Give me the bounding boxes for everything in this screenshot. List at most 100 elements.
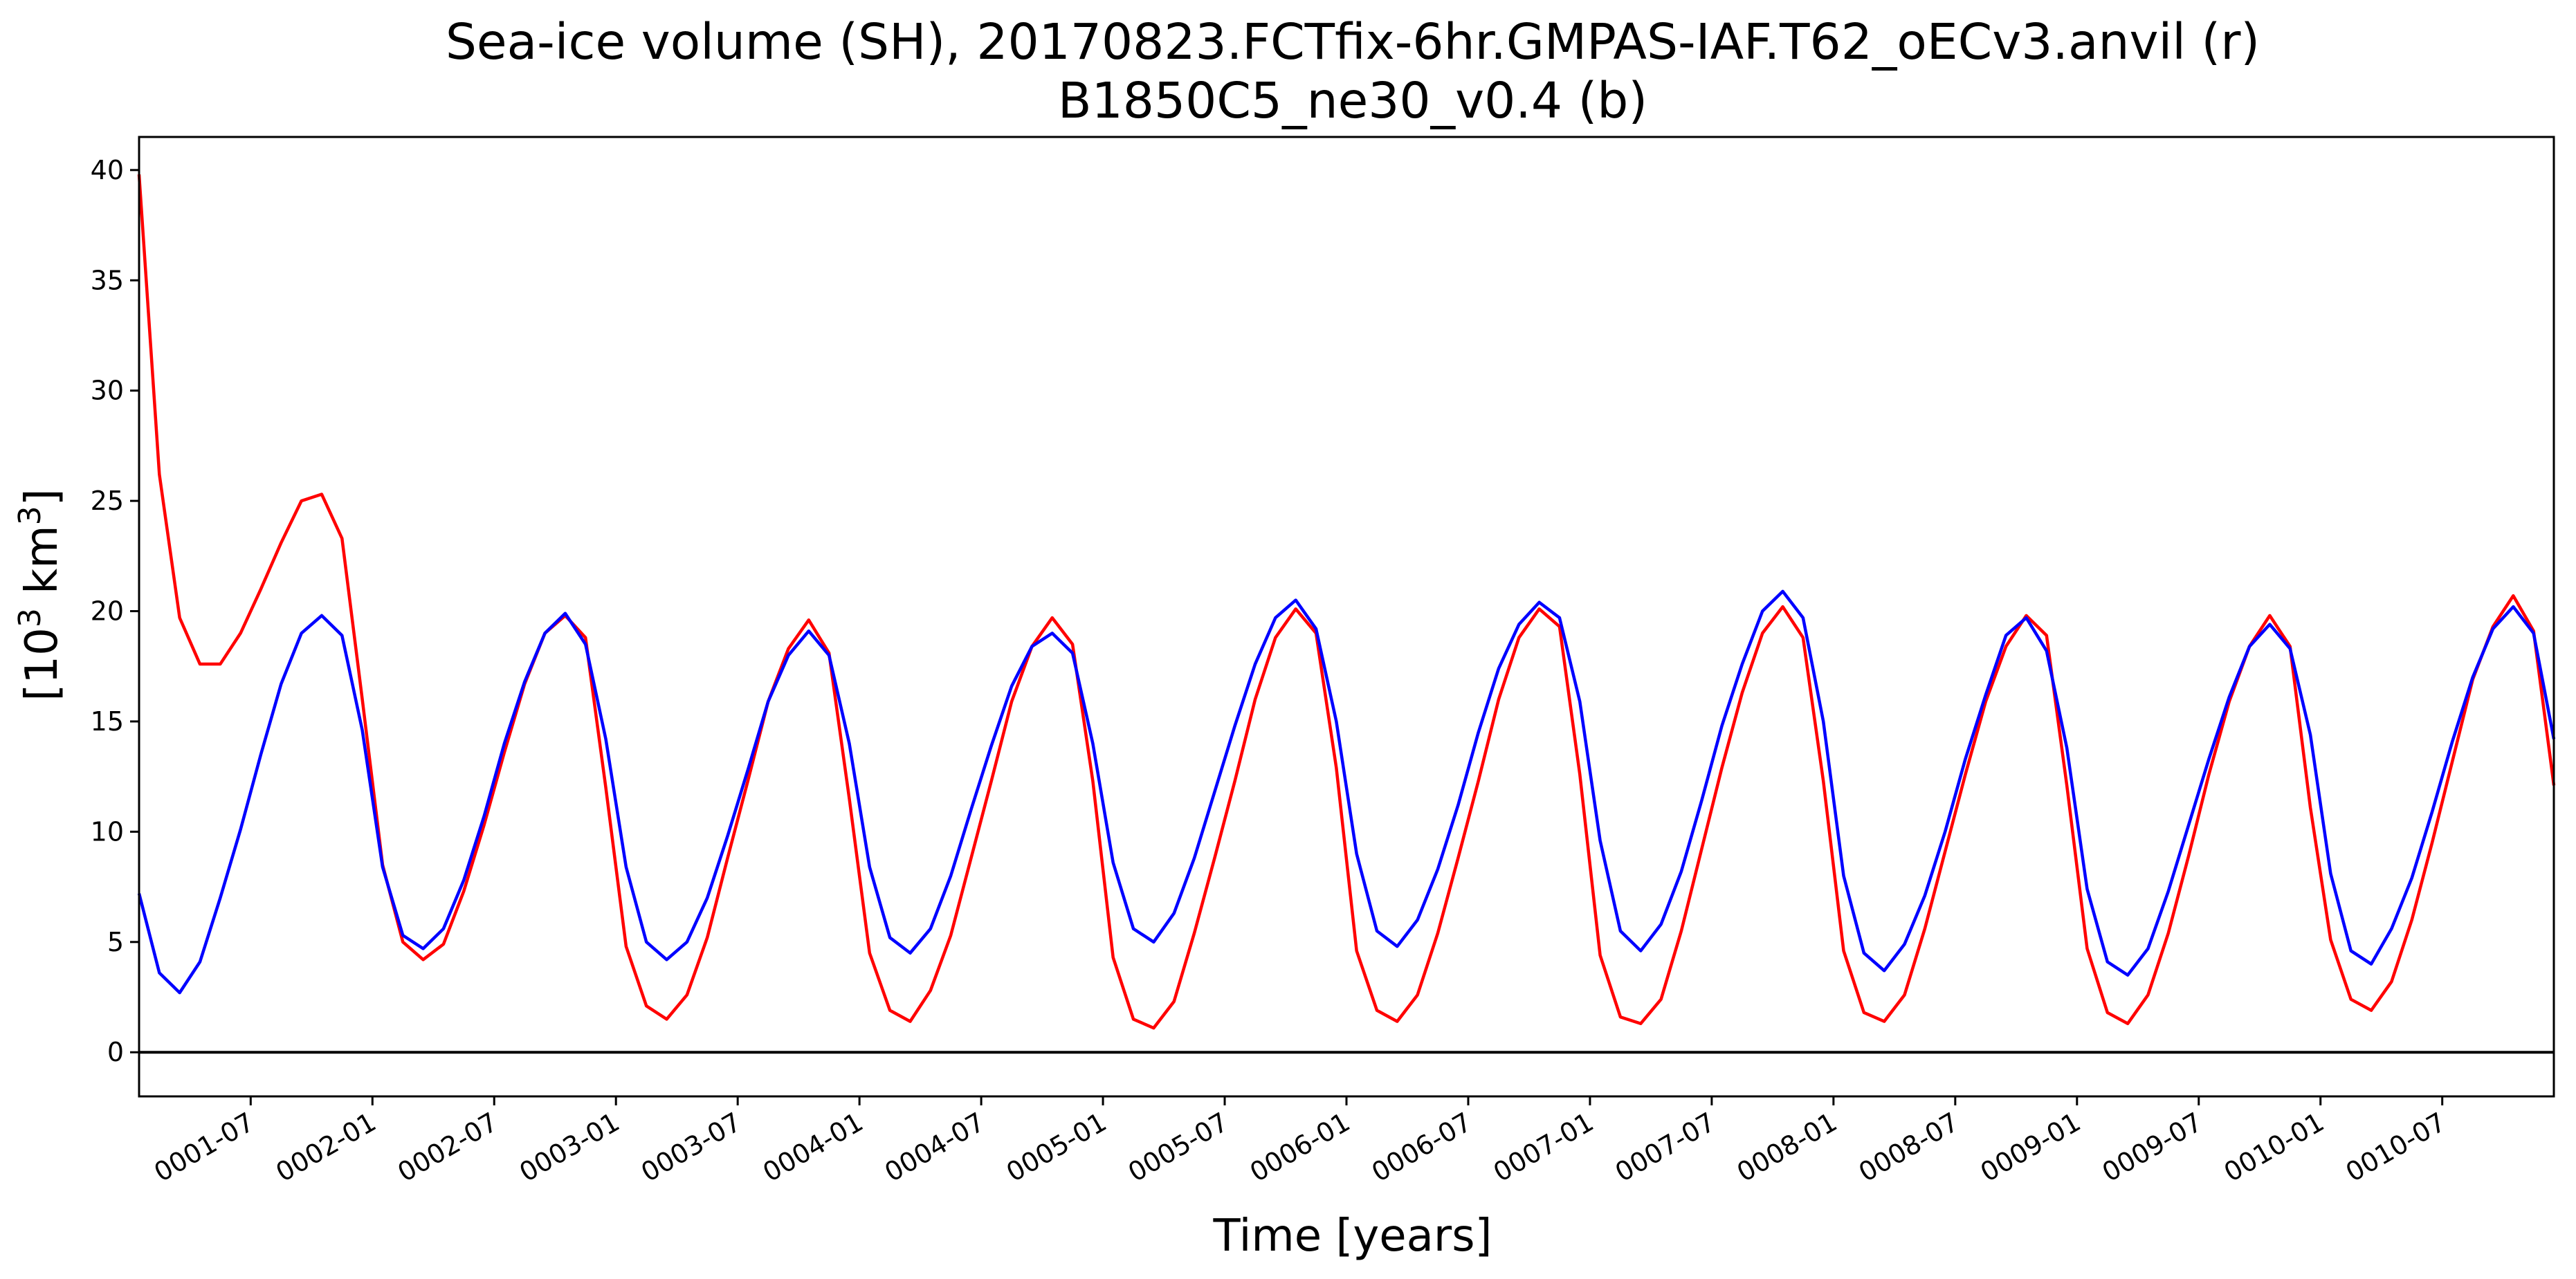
series-layer <box>137 174 2556 1030</box>
series-0-point <box>1762 633 1763 634</box>
series-0-point <box>2046 635 2047 636</box>
series-1-point <box>2249 646 2250 647</box>
series-1-point <box>585 644 586 645</box>
series-0-point <box>1356 950 1357 951</box>
series-1-point <box>2046 650 2047 651</box>
series-0-point <box>321 494 322 495</box>
series-0-point <box>707 937 708 938</box>
series-0-point <box>2006 646 2007 647</box>
series-0-point <box>585 637 586 638</box>
series-0-point <box>1194 933 1195 934</box>
series-1-point <box>321 615 322 616</box>
series-1-point <box>1884 970 1885 971</box>
series-1-point <box>930 928 931 929</box>
series-0-point <box>1965 774 1966 775</box>
y-tick-label: 10 <box>91 816 124 847</box>
series-0-point <box>1985 701 1986 702</box>
series-0-point <box>281 542 282 543</box>
series-1-point <box>1255 664 1256 665</box>
series-0-point <box>2107 1012 2108 1013</box>
series-0-point <box>1336 767 1337 768</box>
y-axis-label-middle: km <box>17 525 68 608</box>
series-0-point <box>1863 1012 1864 1013</box>
series-1-point <box>808 631 809 632</box>
series-0-point <box>991 781 992 782</box>
series-1-point <box>788 655 789 656</box>
series-0-point <box>1072 644 1073 645</box>
series-0-point <box>159 474 160 475</box>
series-1-point <box>1153 941 1154 942</box>
series-1-point <box>2350 950 2351 951</box>
y-tick-label: 25 <box>91 486 124 516</box>
series-1-point <box>747 770 748 771</box>
series-1-point <box>2269 624 2270 625</box>
series-1-point <box>2087 889 2088 890</box>
series-1-point <box>1417 919 1418 920</box>
series-1-point <box>199 961 200 962</box>
series-0-point <box>1478 781 1479 782</box>
series-0-point <box>1802 637 1803 638</box>
series-1-point <box>1214 791 1215 792</box>
series-0-point <box>362 699 363 700</box>
series-1-point <box>686 941 687 942</box>
series-1-point <box>2533 633 2534 634</box>
series-0-point <box>2452 761 2453 762</box>
series-1-point <box>1458 805 1459 806</box>
series-0-point <box>910 1021 911 1022</box>
series-1-point <box>1985 694 1986 695</box>
x-axis-label: Time [years] <box>1212 1211 1492 1262</box>
y-axis-label: [103 km3] <box>12 488 68 701</box>
series-1-point <box>301 633 302 634</box>
series-0-point <box>240 633 241 634</box>
series-0-point <box>2026 615 2027 616</box>
y-axis-ticks: 0 5 10 15 20 25 30 35 40 <box>91 155 139 1067</box>
series-0-point <box>666 1019 667 1020</box>
series-0-point <box>1397 1021 1398 1022</box>
series-1-point <box>646 941 647 942</box>
series-0-point <box>1884 1021 1885 1022</box>
series-0-point <box>788 648 789 649</box>
series-1-point <box>281 683 282 684</box>
series-0-point <box>2269 615 2270 616</box>
y-tick-label: 40 <box>91 155 124 185</box>
series-1-point <box>2452 741 2453 742</box>
chart-title: Sea-ice volume (SH), 20170823.FCTfix-6hr… <box>446 13 2260 71</box>
series-0-point <box>220 664 221 665</box>
series-0-point <box>849 798 850 799</box>
series-0-point <box>1498 699 1499 700</box>
series-1-point <box>666 959 667 960</box>
series-1-point <box>1701 800 1702 801</box>
chart-subtitle: B1850C5_ne30_v0.4 (b) <box>1058 72 1647 129</box>
y-axis-label-prefix: [10 <box>17 627 68 701</box>
series-0-point <box>1376 1010 1377 1011</box>
series-1-point <box>240 829 241 830</box>
series-1-point <box>1965 759 1966 760</box>
series-1-point <box>2330 873 2331 874</box>
series-1-point <box>1397 946 1398 947</box>
series-1-point <box>1072 653 1073 654</box>
series-0-point <box>1843 950 1844 951</box>
series-0-point <box>1559 626 1560 627</box>
series-0-point <box>1823 781 1824 782</box>
y-axis-label-superscript-1: 3 <box>12 608 48 627</box>
series-0-point <box>930 990 931 991</box>
series-0-point <box>2350 999 2351 1000</box>
series-0-point <box>2411 919 2412 920</box>
series-0-point <box>2371 1010 2372 1011</box>
series-0-point <box>1153 1028 1154 1029</box>
y-axis-label-suffix: ] <box>17 488 68 506</box>
series-0-point <box>1275 637 1276 638</box>
series-0-point <box>2330 939 2331 940</box>
y-tick-label: 5 <box>107 927 124 957</box>
series-1-point <box>1133 928 1134 929</box>
series-0-point <box>1234 781 1235 782</box>
series-1-point <box>849 743 850 744</box>
series-1-point <box>1924 895 1925 896</box>
series-0-point <box>605 787 606 788</box>
series-line-1 <box>137 589 2556 995</box>
series-0-point <box>2310 807 2311 808</box>
series-1-point <box>260 754 261 755</box>
series-1-point <box>1945 831 1946 832</box>
series-1-point <box>524 681 525 682</box>
